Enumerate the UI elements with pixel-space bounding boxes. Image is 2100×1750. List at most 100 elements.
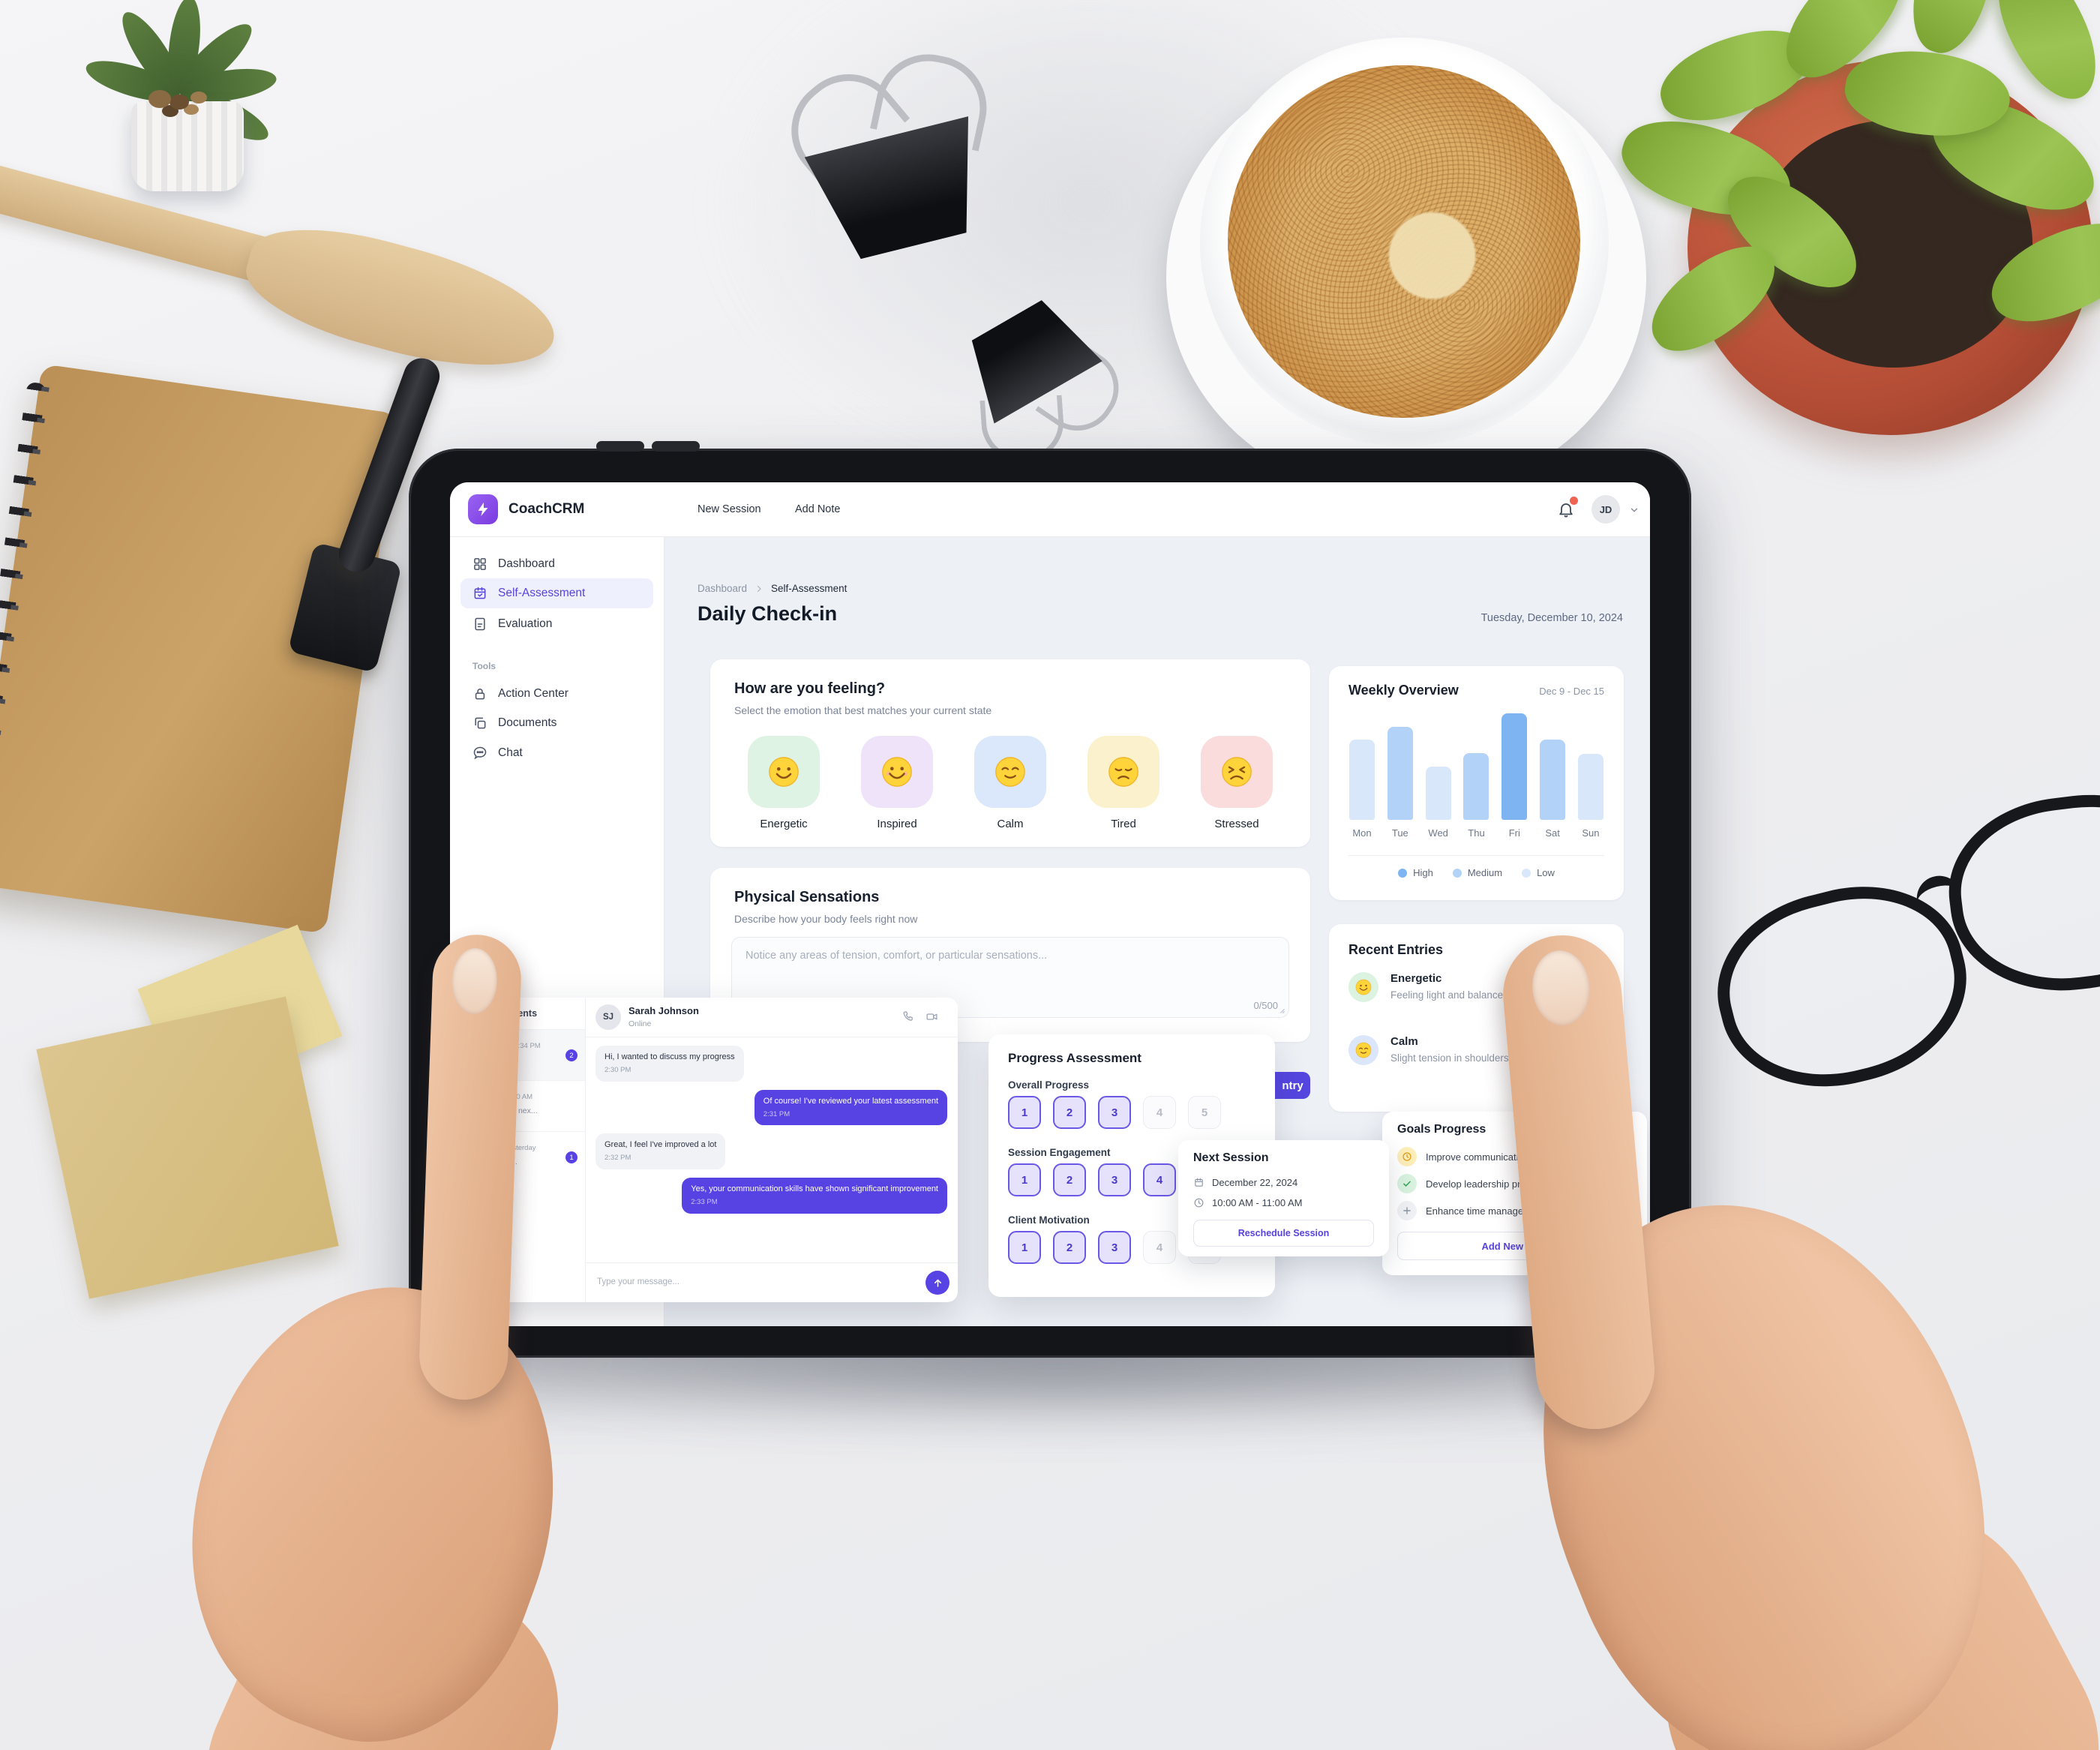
emotion-tile bbox=[1088, 736, 1160, 808]
smiling-face-emoji-icon bbox=[1354, 978, 1372, 996]
outgoing-message: Yes, your communication skills have show… bbox=[682, 1177, 947, 1214]
calendar-icon bbox=[1195, 1178, 1203, 1187]
rating-client-motivation-4[interactable]: 4 bbox=[1143, 1231, 1176, 1264]
emotion-option-inspired[interactable]: Inspired bbox=[861, 736, 933, 830]
bar-thu bbox=[1463, 753, 1490, 820]
emotion-option-stressed[interactable]: Stressed bbox=[1201, 736, 1273, 830]
recent-entry[interactable]: Energetic Feeling light and balanced bbox=[1348, 972, 1509, 1002]
chat-overlay: Appointments Johns... 2:34 PM u for the … bbox=[464, 998, 958, 1302]
sidebar-item-self-assessment[interactable]: Self-Assessment bbox=[460, 578, 653, 608]
message-input[interactable]: Type your message... bbox=[597, 1277, 680, 1286]
resize-handle-icon[interactable] bbox=[1275, 1004, 1286, 1014]
add-note-button[interactable]: Add Note bbox=[795, 503, 841, 515]
bar-column-thu: Thu bbox=[1462, 753, 1490, 839]
goal-label: Enhance time management bbox=[1426, 1205, 1545, 1217]
message-time: 2:33 PM bbox=[691, 1197, 718, 1206]
message-list: Hi, I wanted to discuss my progress 2:30… bbox=[585, 1037, 958, 1263]
document-icon bbox=[475, 617, 485, 631]
sidebar-item-documents[interactable]: Documents bbox=[460, 708, 653, 738]
plus-status-icon bbox=[1397, 1201, 1417, 1220]
send-button[interactable] bbox=[926, 1271, 950, 1295]
emotion-option-tired[interactable]: Tired bbox=[1088, 736, 1160, 830]
sidebar-item-label: Action Center bbox=[498, 687, 568, 700]
rating-overall-progress-2[interactable]: 2 bbox=[1053, 1096, 1086, 1129]
notification-dot bbox=[1570, 497, 1578, 505]
sidebar-item-label: Chat bbox=[498, 746, 523, 759]
reschedule-session-button[interactable]: Reschedule Session bbox=[1193, 1220, 1374, 1247]
rating-session-engagement-1[interactable]: 1 bbox=[1008, 1163, 1041, 1196]
rating-overall-progress-4[interactable]: 4 bbox=[1143, 1096, 1176, 1129]
chat-time: 11:20 AM bbox=[502, 1093, 533, 1101]
emotion-tile bbox=[1201, 736, 1273, 808]
sidebar-item-action-center[interactable]: Action Center bbox=[460, 679, 653, 709]
message-time: 2:32 PM bbox=[604, 1154, 632, 1163]
phone-icon[interactable] bbox=[902, 1010, 914, 1023]
chat-header: SJ Sarah Johnson Online bbox=[585, 998, 958, 1037]
card-title: Physical Sensations bbox=[734, 889, 880, 905]
emotion-option-energetic[interactable]: Energetic bbox=[748, 736, 820, 830]
rating-overall-progress-3[interactable]: 3 bbox=[1098, 1096, 1131, 1129]
sidebar-item-label: Documents bbox=[498, 716, 557, 729]
bar-sat bbox=[1540, 740, 1566, 820]
message-input-bar: Type your message... bbox=[585, 1262, 958, 1302]
date-range: Dec 9 - Dec 15 bbox=[1539, 686, 1604, 697]
emotion-option-calm[interactable]: Calm bbox=[974, 736, 1046, 830]
axis-label: Tue bbox=[1391, 827, 1408, 839]
weekly-overview-card: Weekly Overview Dec 9 - Dec 15 Mon Tue Wed… bbox=[1329, 666, 1624, 900]
sidebar-item-dashboard[interactable]: Dashboard bbox=[460, 549, 653, 579]
smiling-face-emoji-icon bbox=[766, 755, 801, 789]
app-logo bbox=[468, 494, 498, 524]
breadcrumb-dashboard[interactable]: Dashboard bbox=[698, 583, 748, 594]
next-session-card: Next Session December 22, 2024 10:00 AM … bbox=[1178, 1140, 1389, 1256]
avatar[interactable]: JD bbox=[1592, 495, 1620, 524]
card-title: Weekly Overview bbox=[1348, 683, 1459, 698]
rating-client-motivation-2[interactable]: 2 bbox=[1053, 1231, 1086, 1264]
new-session-button[interactable]: New Session bbox=[698, 503, 761, 515]
rating-session-engagement-2[interactable]: 2 bbox=[1053, 1163, 1086, 1196]
divider bbox=[1348, 855, 1604, 856]
rating-overall-progress-5[interactable]: 5 bbox=[1188, 1096, 1221, 1129]
recent-entry[interactable]: Calm Slight tension in shoulders bbox=[1348, 1035, 1509, 1065]
bar-column-wed: Wed bbox=[1425, 767, 1452, 839]
legend-dot bbox=[1522, 868, 1532, 878]
breadcrumb: Dashboard Self-Assessment bbox=[698, 583, 847, 594]
bar-column-mon: Mon bbox=[1348, 740, 1376, 839]
rating-session-engagement-3[interactable]: 3 bbox=[1098, 1163, 1131, 1196]
entry-emoji-badge bbox=[1348, 972, 1378, 1002]
emotion-tile bbox=[974, 736, 1046, 808]
section-label: Session Engagement bbox=[1008, 1147, 1111, 1158]
bell-icon[interactable] bbox=[1557, 500, 1575, 518]
sidebar-item-chat[interactable]: Chat bbox=[460, 738, 653, 768]
plant-pot bbox=[131, 101, 244, 191]
relieved-face-emoji-icon bbox=[993, 755, 1028, 789]
app-window: CoachCRM New Session Add Note JD Dashboa… bbox=[450, 482, 1650, 1326]
top-bar: CoachCRM New Session Add Note JD bbox=[450, 482, 1650, 537]
lightning-icon bbox=[478, 502, 488, 517]
save-entry-button-partial[interactable]: ntry bbox=[1275, 1072, 1310, 1099]
thumbnail bbox=[1529, 947, 1593, 1028]
sidebar-item-evaluation[interactable]: Evaluation bbox=[460, 609, 653, 639]
axis-label: Wed bbox=[1428, 827, 1448, 839]
sticky-note-large bbox=[36, 996, 339, 1299]
rating-overall-progress-1[interactable]: 1 bbox=[1008, 1096, 1041, 1129]
rating-client-motivation-1[interactable]: 1 bbox=[1008, 1231, 1041, 1264]
legend-item-medium: Medium bbox=[1452, 867, 1502, 878]
legend-dot bbox=[1452, 868, 1462, 878]
breadcrumb-current: Self-Assessment bbox=[771, 583, 848, 594]
video-camera-icon[interactable] bbox=[926, 1010, 938, 1023]
rating-session-engagement-4[interactable]: 4 bbox=[1143, 1163, 1176, 1196]
legend-dot bbox=[1398, 868, 1408, 878]
goal-item[interactable]: Enhance time management bbox=[1397, 1201, 1545, 1220]
entry-description: Feeling light and balanced bbox=[1390, 989, 1509, 1001]
bar-fri bbox=[1502, 713, 1528, 820]
emotion-label: Inspired bbox=[877, 818, 917, 830]
rating-client-motivation-3[interactable]: 3 bbox=[1098, 1231, 1131, 1264]
session-time: 10:00 AM - 11:00 AM bbox=[1212, 1197, 1303, 1208]
message-text: Hi, I wanted to discuss my progress bbox=[604, 1052, 735, 1061]
bar-mon bbox=[1349, 740, 1375, 820]
message-text: Yes, your communication skills have show… bbox=[691, 1184, 938, 1193]
page-title: Daily Check-in bbox=[698, 602, 838, 625]
chevron-down-icon[interactable] bbox=[1629, 505, 1640, 515]
emotion-label: Stressed bbox=[1214, 818, 1259, 830]
